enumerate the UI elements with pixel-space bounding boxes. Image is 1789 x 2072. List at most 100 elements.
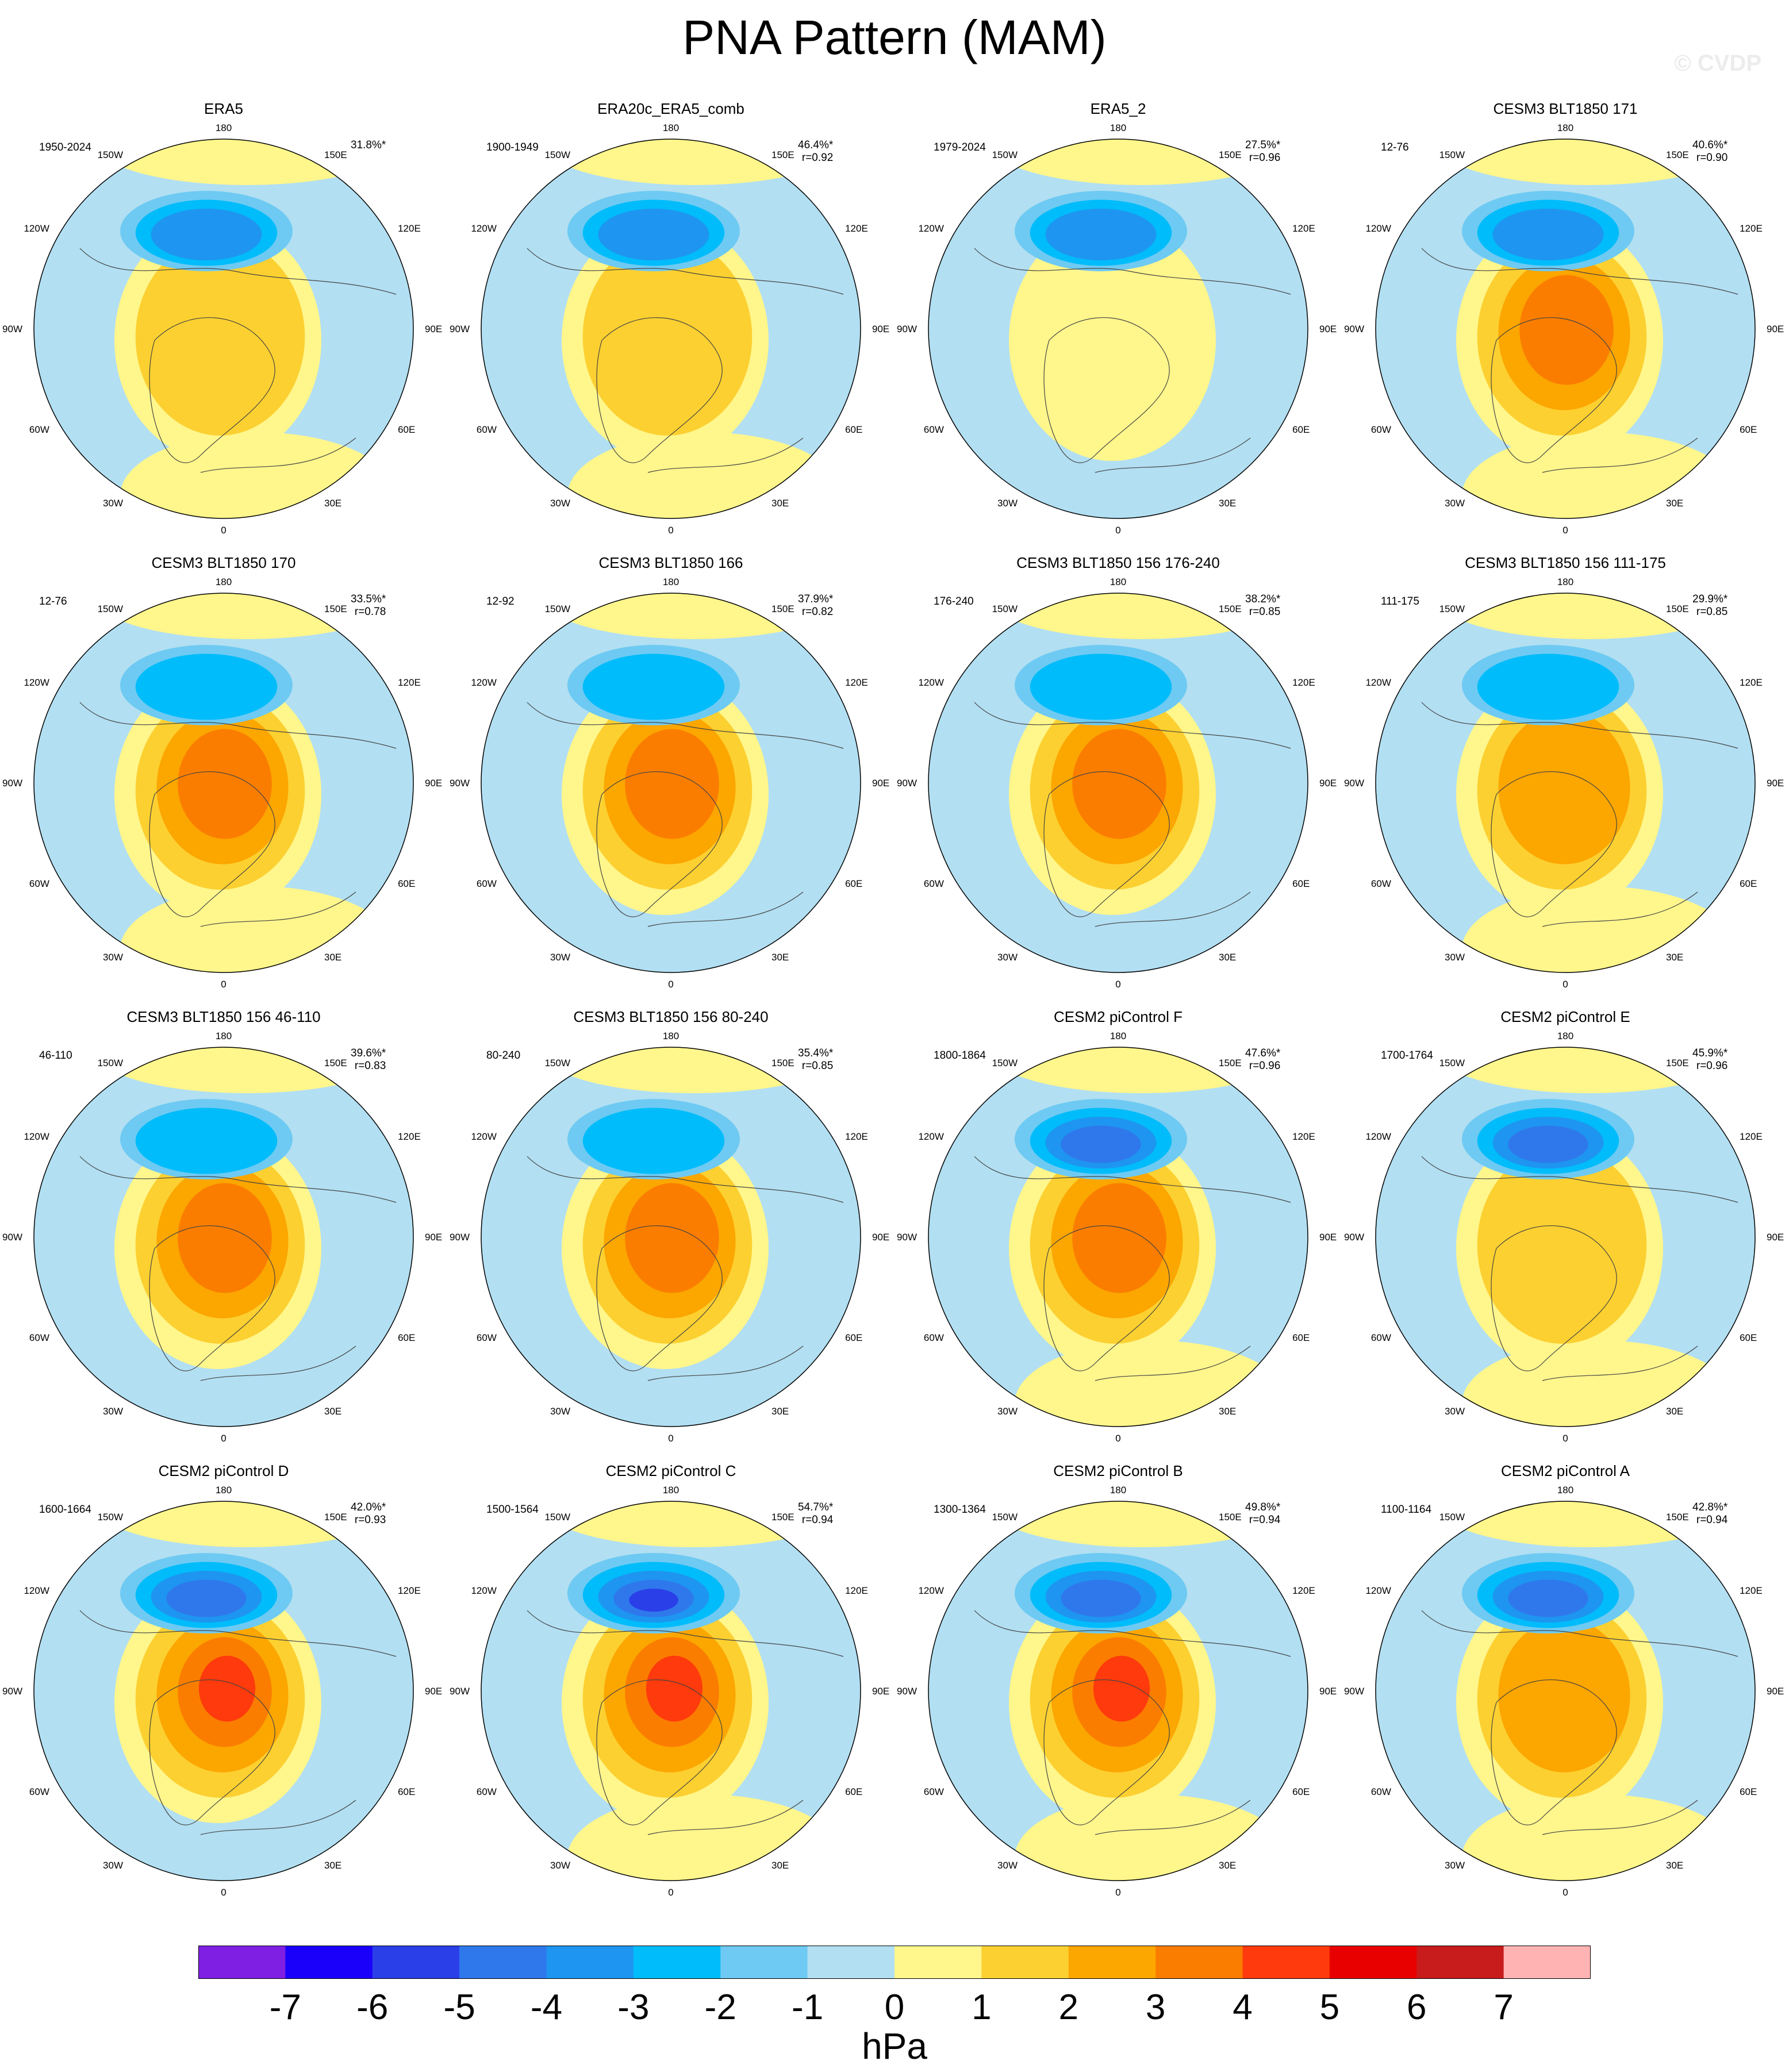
longitude-label: 150E [1219,1058,1242,1068]
longitude-label: 30W [103,952,123,963]
coastline [79,1156,397,1203]
longitude-label: 120W [24,677,49,688]
longitude-label: 120E [398,223,421,234]
positive-anomaly-contour [1093,1655,1150,1722]
coastline [596,1679,723,1825]
longitude-label: 120E [398,677,421,688]
variance-explained: 31.8%* [351,139,386,151]
map-boundary [928,1047,1308,1427]
longitude-label: 90W [450,1232,470,1243]
positive-anomaly-contour [1072,729,1166,839]
longitude-label: 120W [1365,1131,1391,1142]
longitude-label: 60E [1740,1332,1757,1343]
longitude-label: 120W [918,223,943,234]
map-panel: ERA5_2 1979-2024 27.5%* r=0.96 180 150E 120E 90… [894,99,1342,553]
map-boundary [33,593,414,973]
polar-map: 180 150E 120E 90E 60E 30E 0 30W 60W 90W 120W 150W [2,576,442,990]
longitude-label: 150E [771,603,794,614]
panel-stats: 33.5%* r=0.78 [351,593,386,618]
map-panel: CESM2 piControl F 1800-1864 47.6%* r=0.96 18… [894,1007,1342,1461]
map-boundary [928,1501,1308,1881]
colorbar-swatch [546,1946,634,1979]
negative-anomaly-contour [1030,653,1172,720]
longitude-label: 30W [1445,952,1465,963]
weak-positive-region [1015,1340,1291,1427]
positive-anomaly-contour [178,729,272,839]
negative-anomaly-contour [151,209,262,260]
longitude-label: 150E [771,149,794,160]
longitude-label: 60W [477,424,497,435]
longitude-label: 120E [845,677,868,688]
map-boundary [928,593,1308,973]
longitude-label: 180 [216,576,232,587]
longitude-label: 120W [24,1585,49,1596]
longitude-label: 30E [324,1860,341,1871]
coastline [596,1225,723,1371]
variance-explained: 49.8%* [1245,1501,1281,1513]
longitude-label: 150W [992,149,1018,160]
panel-period: 1700-1764 [1381,1050,1433,1062]
longitude-label: 180 [1110,576,1126,587]
pattern-correlation: r=0.92 [801,152,834,164]
polar-map: 180 150E 120E 90E 60E 30E 0 30W 60W 90W 120W 150W [897,122,1337,536]
positive-anomaly-contour [135,238,305,436]
polar-map: 180 150E 120E 90E 60E 30E 0 30W 60W 90W 120W 150W [1344,1485,1784,1898]
map-boundary [33,1501,414,1881]
panel-title: CESM3 BLT1850 171 [1493,100,1638,117]
weak-positive-region [1462,1794,1738,1881]
longitude-label: 90W [897,324,917,335]
longitude-label: 90W [1344,778,1364,789]
negative-anomaly-contour [135,653,278,720]
panel-stats: 46.4%* r=0.92 [798,139,833,164]
pattern-correlation: r=0.94 [1249,1514,1281,1526]
negative-anomaly-contour [1061,1579,1141,1617]
panel-stats: 42.8%* r=0.94 [1692,1501,1727,1527]
longitude-label: 90E [1767,778,1784,789]
panel-period: 1600-1664 [39,1504,91,1516]
longitude-label: 120W [918,1585,943,1596]
negative-anomaly-contour [1492,209,1604,260]
panel-period: 111-175 [1381,595,1419,608]
longitude-label: 150W [1439,149,1465,160]
longitude-label: 30W [1445,498,1465,509]
map-panel: CESM2 piControl C 1500-1564 54.7%* r=0.94 18… [447,1461,894,1915]
coastline [1491,317,1617,463]
colorbar-swatch [1068,1946,1156,1979]
positive-anomaly-contour [1519,275,1614,385]
polar-map: 180 150E 120E 90E 60E 30E 0 30W 60W 90W 120W 150W [897,1031,1337,1444]
longitude-label: 0 [221,979,226,990]
coastline [200,437,356,473]
positive-anomaly-contour [1072,1183,1166,1293]
longitude-label: 0 [1115,1433,1120,1444]
longitude-label: 30E [771,1860,789,1871]
coastline [1095,437,1251,473]
longitude-label: 150W [545,603,570,614]
variance-explained: 54.7%* [798,1501,834,1513]
longitude-label: 180 [663,1031,679,1041]
polar-map: 180 150E 120E 90E 60E 30E 0 30W 60W 90W 120W 150W [2,122,442,536]
colorbar-swatch [633,1946,721,1979]
longitude-label: 150E [324,149,347,160]
longitude-label: 0 [1563,1887,1568,1898]
coastline [1491,1225,1617,1371]
longitude-label: 120E [845,223,868,234]
positive-anomaly-contour [646,1655,703,1722]
longitude-label: 90E [1767,324,1784,335]
longitude-label: 60W [924,1786,944,1797]
map-boundary [1375,139,1756,519]
panel-period: 1800-1864 [934,1050,986,1062]
panel-stats: 38.2%* r=0.85 [1245,593,1280,618]
longitude-label: 0 [221,1887,226,1898]
longitude-label: 30E [1666,1860,1683,1871]
panel-period: 1900-1949 [486,141,539,153]
longitude-label: 60W [1371,878,1391,889]
coastline [647,1346,804,1381]
longitude-label: 150E [1666,603,1689,614]
polar-map: 180 150E 120E 90E 60E 30E 0 30W 60W 90W 120W 150W [450,1485,889,1898]
longitude-label: 90E [1319,1686,1337,1697]
longitude-label: 150E [1666,1058,1689,1068]
coastline [1542,891,1698,927]
variance-explained: 47.6%* [1245,1047,1281,1059]
coastline [974,1610,1291,1657]
longitude-label: 120E [398,1585,421,1596]
